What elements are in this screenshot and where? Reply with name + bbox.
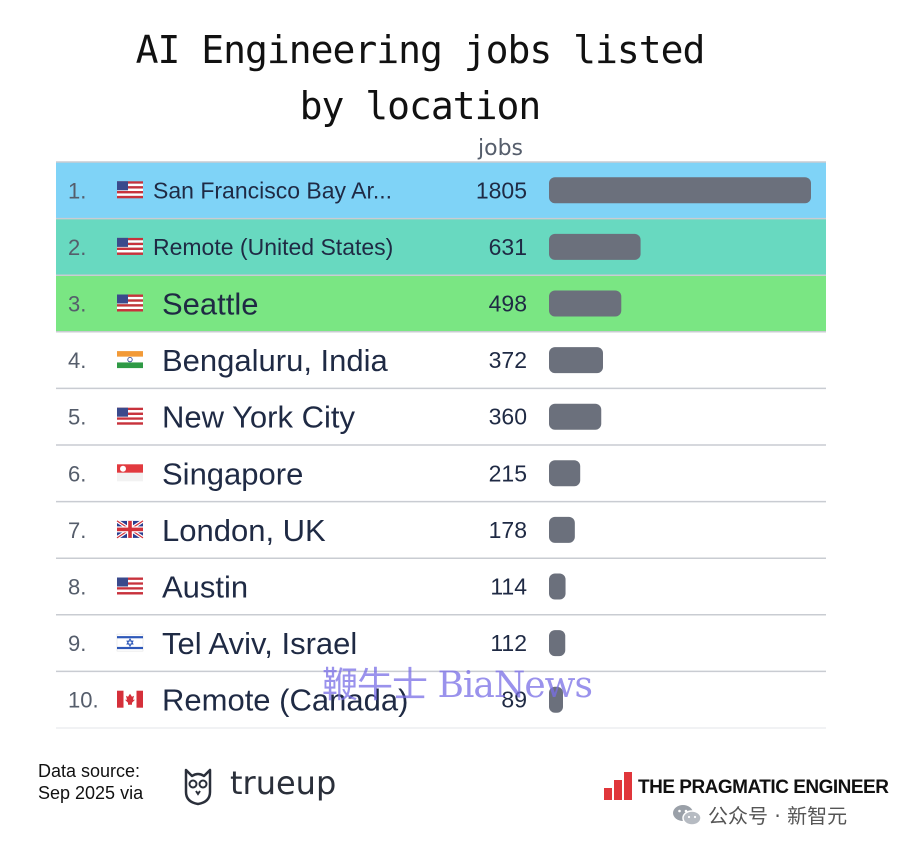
row-label: Austin [162, 570, 248, 605]
bars-icon [604, 772, 632, 800]
row-label: San Francisco Bay Ar... [153, 177, 392, 203]
chart-row: 4. Bengaluru, India 372 [56, 331, 826, 378]
row-rank: 10. [68, 688, 99, 713]
bar [549, 516, 575, 543]
row-label: Remote (United States) [153, 234, 393, 260]
publisher-name: THE PRAGMATIC ENGINEER [638, 777, 889, 798]
row-value: 1805 [476, 177, 527, 203]
row-label: Singapore [162, 456, 303, 491]
bar [549, 177, 811, 204]
chart-row: 2. Remote (United States) 631 [56, 217, 826, 276]
row-rank: 1. [68, 178, 86, 203]
uk-flag-icon [116, 519, 144, 540]
row-rank: 4. [68, 348, 86, 373]
row-rank: 8. [68, 575, 86, 600]
title-line-1: AI Engineering jobs listed [135, 28, 706, 72]
title-line-2: by location [299, 84, 542, 128]
row-rank: 5. [68, 405, 86, 430]
row-rank: 2. [68, 235, 86, 260]
row-rank: 6. [68, 461, 86, 486]
india-flag-icon [117, 351, 143, 369]
trueup-logo-text: trueup [230, 764, 337, 802]
wechat-icon [673, 804, 702, 826]
us-flag-icon [117, 577, 143, 595]
row-highlight [56, 218, 826, 276]
us-flag-icon [117, 181, 143, 199]
bar [549, 403, 602, 430]
row-rank: 9. [68, 631, 86, 656]
watermark: 鞭牛士 BiaNews [322, 665, 593, 706]
row-value: 112 [490, 630, 527, 656]
row-value: 114 [490, 574, 527, 600]
bar [549, 686, 563, 713]
row-rank: 3. [68, 292, 86, 317]
singapore-flag-icon [117, 464, 143, 482]
row-value: 631 [489, 234, 527, 260]
bar [549, 347, 603, 374]
row-value: 360 [489, 404, 527, 430]
canada-flag-icon [117, 690, 143, 708]
row-highlight [56, 275, 826, 332]
bar [549, 573, 566, 600]
bar [549, 290, 622, 317]
chart-title: AI Engineering jobs listed by location [80, 22, 760, 134]
row-value: 372 [489, 347, 527, 373]
bar [549, 460, 581, 487]
bar [549, 233, 641, 260]
chart-row: 1. San Francisco Bay Ar... 1805 [56, 161, 826, 219]
wechat-label: 公众号 · 新智元 [708, 804, 848, 828]
jobs-column-header: jobs [478, 136, 523, 161]
bar [549, 630, 566, 657]
israel-flag-icon [116, 633, 144, 652]
chart-row: 6. Singapore 215 [56, 444, 826, 491]
chart-row: 3. Seattle 498 [56, 274, 826, 332]
chart-row: 10. Remote (Canada) 89 [56, 670, 826, 718]
row-label: Remote (Canada) [162, 683, 408, 718]
data-source: Data source: Sep 2025 via [38, 760, 143, 804]
row-value: 498 [489, 291, 527, 317]
row-label: New York City [162, 400, 355, 435]
publisher-logo: THE PRAGMATIC ENGINEER [604, 772, 889, 800]
row-label: Bengaluru, India [162, 343, 389, 378]
chart-row: 5. New York City 360 [56, 387, 826, 435]
chart-row: 8. Austin 114 [56, 557, 826, 605]
source-line-1: Data source: [38, 761, 141, 781]
wechat-credit: 公众号 · 新智元 [672, 800, 847, 829]
row-value: 178 [489, 517, 527, 543]
bar-chart: 1. San Francisco Bay Ar... 1805 2. Remote (U… [56, 161, 826, 729]
source-line-2: Sep 2025 via [38, 783, 144, 803]
row-label: Seattle [162, 287, 259, 322]
chart-row: 9. Tel Aviv, Israel 112 [56, 614, 826, 661]
row-label: London, UK [162, 513, 326, 548]
row-rank: 7. [68, 518, 86, 543]
us-flag-icon [117, 294, 143, 312]
row-label: Tel Aviv, Israel [162, 626, 357, 661]
us-flag-icon [117, 237, 143, 255]
row-value: 215 [489, 460, 527, 486]
us-flag-icon [117, 407, 143, 425]
chart-row: 7. London, UK 178 [56, 500, 826, 548]
owl-icon [184, 768, 212, 806]
row-value: 89 [501, 687, 527, 713]
